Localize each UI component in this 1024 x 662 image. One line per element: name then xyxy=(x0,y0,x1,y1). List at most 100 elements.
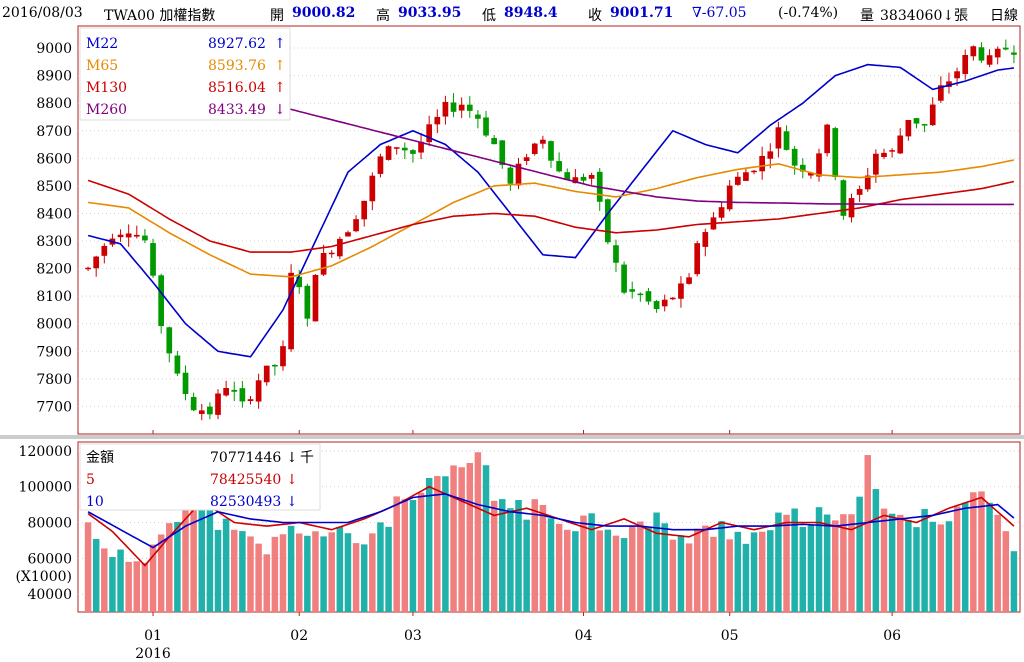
candle-body xyxy=(962,55,969,75)
volume-bar xyxy=(336,526,344,612)
candle-body xyxy=(491,138,497,145)
volume-bar xyxy=(231,529,238,612)
price-tick-label: 8300 xyxy=(36,234,72,250)
volume-bar xyxy=(945,521,953,612)
candle-body xyxy=(1011,52,1017,55)
volume-bar xyxy=(905,520,912,612)
moving-average-m65 xyxy=(87,159,1015,278)
candle-body xyxy=(263,365,270,383)
volume-bar xyxy=(612,535,620,612)
candle-body xyxy=(669,297,676,300)
volume-bar xyxy=(425,477,433,612)
candle-body xyxy=(816,153,822,177)
legend-m65-arrow: ↑ xyxy=(274,58,286,74)
change-percent: (-0.74%) xyxy=(778,5,839,21)
legend-m130-name: M130 xyxy=(86,80,127,96)
volume-bar xyxy=(344,533,352,612)
candle-body xyxy=(93,256,100,269)
candle-body xyxy=(848,198,855,218)
candle-body xyxy=(564,172,571,181)
candle-body xyxy=(751,170,757,173)
candle-body xyxy=(889,150,895,152)
volume-bar xyxy=(190,501,197,612)
volume-bar xyxy=(734,531,742,612)
volume-bar xyxy=(555,523,563,612)
volume-legend-arrow: ↓ xyxy=(286,494,298,510)
candle-body xyxy=(661,299,668,307)
volume-bar xyxy=(799,527,807,612)
candle-body xyxy=(166,327,173,354)
x-tick-label: 04 xyxy=(575,628,593,644)
candle-body xyxy=(775,127,782,149)
volume-bar xyxy=(637,521,644,612)
period-label: 日線 xyxy=(990,8,1018,24)
candle-body xyxy=(353,219,359,232)
candle-body xyxy=(613,245,619,263)
open-value: 9000.82 xyxy=(292,5,356,21)
price-legend-box xyxy=(79,27,291,121)
candle-body xyxy=(588,174,595,179)
volume-bar xyxy=(718,521,725,612)
candle-body xyxy=(507,167,514,184)
volume-bar xyxy=(645,526,652,612)
volume-bar xyxy=(320,536,327,612)
legend-m65-name: M65 xyxy=(86,58,118,74)
volume-bar xyxy=(125,561,132,612)
volume-bar xyxy=(929,521,936,612)
candle-body xyxy=(921,124,928,126)
candle-body xyxy=(678,283,684,299)
candle-body xyxy=(223,388,229,396)
volume-bar xyxy=(661,523,668,612)
volume-bar xyxy=(572,531,579,612)
candle-body xyxy=(734,176,741,185)
candle-body xyxy=(832,128,839,178)
volume-bar xyxy=(360,544,368,612)
volume-bar xyxy=(141,562,149,612)
moving-average-m260 xyxy=(201,88,1014,206)
candle-body xyxy=(621,264,627,293)
candle-body xyxy=(190,397,197,411)
candle-body xyxy=(1002,47,1009,50)
candle-body xyxy=(929,104,936,126)
candle-body xyxy=(369,175,376,202)
volume-bar xyxy=(377,522,384,612)
volume-bar xyxy=(482,465,490,612)
volume-tick-label: 80000 xyxy=(27,516,72,532)
volume-bar xyxy=(742,543,750,612)
volume-bar xyxy=(961,502,969,612)
volume-bar xyxy=(222,518,230,612)
candle-body xyxy=(515,163,522,186)
legend-m260-name: M260 xyxy=(86,102,127,118)
x-tick-label: 01 xyxy=(144,628,162,644)
volume-legend-value: 82530493 xyxy=(210,494,281,510)
price-tick-label: 8000 xyxy=(36,317,72,333)
volume-bar xyxy=(588,513,595,612)
volume-bar xyxy=(255,543,262,612)
candle-body xyxy=(150,243,156,276)
volume-bar xyxy=(523,519,530,612)
candle-body xyxy=(288,272,294,350)
volume-bar xyxy=(1010,551,1018,612)
close-label: 收 xyxy=(588,8,602,24)
candle-body xyxy=(410,150,416,154)
candle-body xyxy=(442,101,449,117)
volume-unit-label: (X1000) xyxy=(15,569,72,585)
candle-body xyxy=(272,364,278,367)
volume-bar xyxy=(84,522,92,612)
candle-body xyxy=(783,131,790,150)
candle-body xyxy=(540,139,546,144)
volume-bar xyxy=(458,467,465,612)
volume-legend-arrow: ↓ xyxy=(286,472,298,488)
volume-bar xyxy=(117,549,124,612)
low-value: 8948.4 xyxy=(504,5,558,21)
volume-bar xyxy=(271,536,279,612)
volume-bar xyxy=(669,539,677,612)
x-tick-label: 02 xyxy=(290,628,308,644)
volume-bar xyxy=(677,535,685,612)
volume-label: 量 xyxy=(860,8,874,24)
volume-bar xyxy=(157,534,165,612)
price-tick-label: 8100 xyxy=(36,289,72,305)
volume-bar xyxy=(490,500,498,612)
volume-bar xyxy=(702,525,709,612)
